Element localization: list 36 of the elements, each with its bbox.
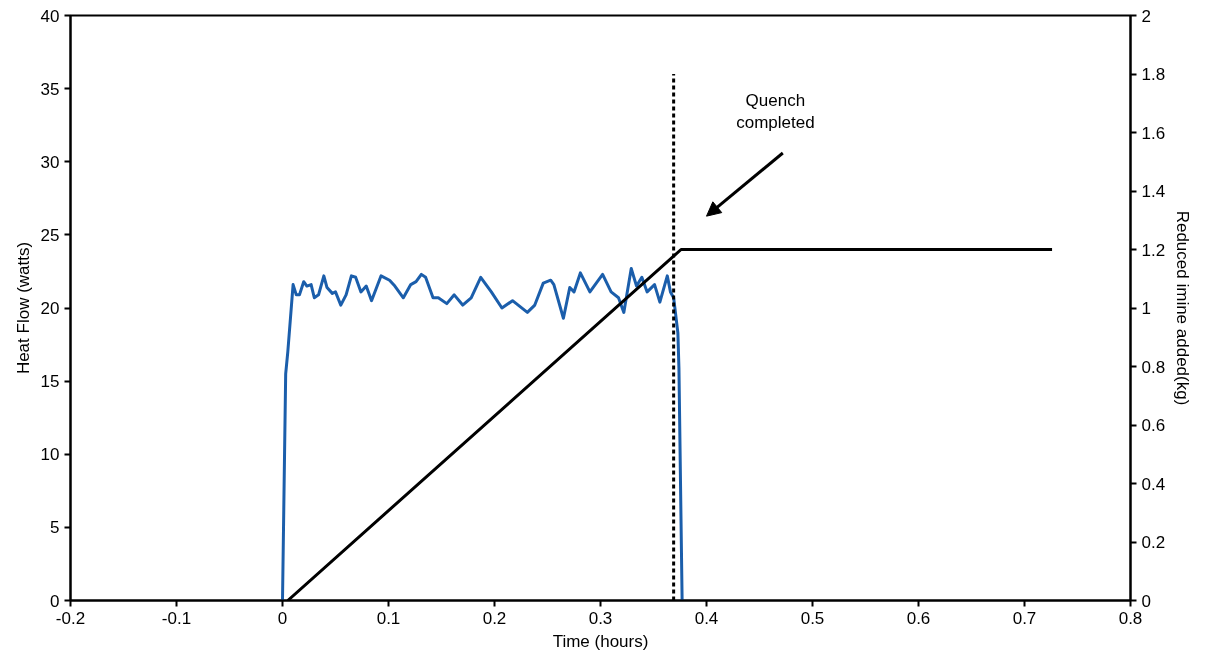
y-axis-title: Heat Flow (watts) <box>13 241 33 375</box>
y-tick-label: 30 <box>40 152 60 172</box>
x-tick-label: 0.2 <box>482 608 507 628</box>
x-tick-label: 0.4 <box>694 608 719 628</box>
line-series <box>281 267 684 601</box>
y-tick-label: 25 <box>40 225 60 245</box>
y-tick-label: 5 <box>50 518 60 538</box>
y-tick-label: 10 <box>40 445 60 465</box>
y2-tick-label: 0.2 <box>1141 533 1166 552</box>
annotation: Quench completed <box>736 90 815 133</box>
y-tick-label: 0 <box>50 591 60 611</box>
x-tick-label: -0.2 <box>55 608 86 628</box>
x-tick-label: 0.3 <box>588 608 613 628</box>
x-tick-label: 0.5 <box>800 608 825 628</box>
y2-tick-label: 1.8 <box>1141 65 1166 84</box>
y2-tick-label: 0.4 <box>1141 474 1166 494</box>
x-tick-label: 0.8 <box>1118 608 1143 628</box>
y-tick-label: 35 <box>40 79 60 99</box>
x-tick-label: 0.1 <box>376 608 401 628</box>
y2-tick-label: 0 <box>1141 591 1151 611</box>
x-tick-label: 0 <box>277 608 288 628</box>
y2-tick-label: 0.8 <box>1141 357 1166 377</box>
x-axis-title: Time (hours) <box>552 631 649 651</box>
y-tick-label: 15 <box>40 372 60 392</box>
y2-tick-label: 1.2 <box>1141 240 1166 260</box>
y-tick-label: 40 <box>40 6 60 26</box>
y2-axis-title: Reduced imine added(kg) <box>1173 210 1193 406</box>
x-tick-label: -0.1 <box>161 608 192 628</box>
x-tick-label: 0.7 <box>1012 608 1037 628</box>
y-tick-label: 20 <box>40 299 60 318</box>
y2-tick-label: 0.6 <box>1141 416 1166 435</box>
x-tick-label: 0.6 <box>906 608 931 628</box>
y2-tick-label: 2 <box>1141 6 1151 26</box>
y2-tick-label: 1.4 <box>1141 182 1166 201</box>
y2-tick-label: 1 <box>1141 299 1151 318</box>
y2-tick-label: 1.6 <box>1141 123 1166 143</box>
